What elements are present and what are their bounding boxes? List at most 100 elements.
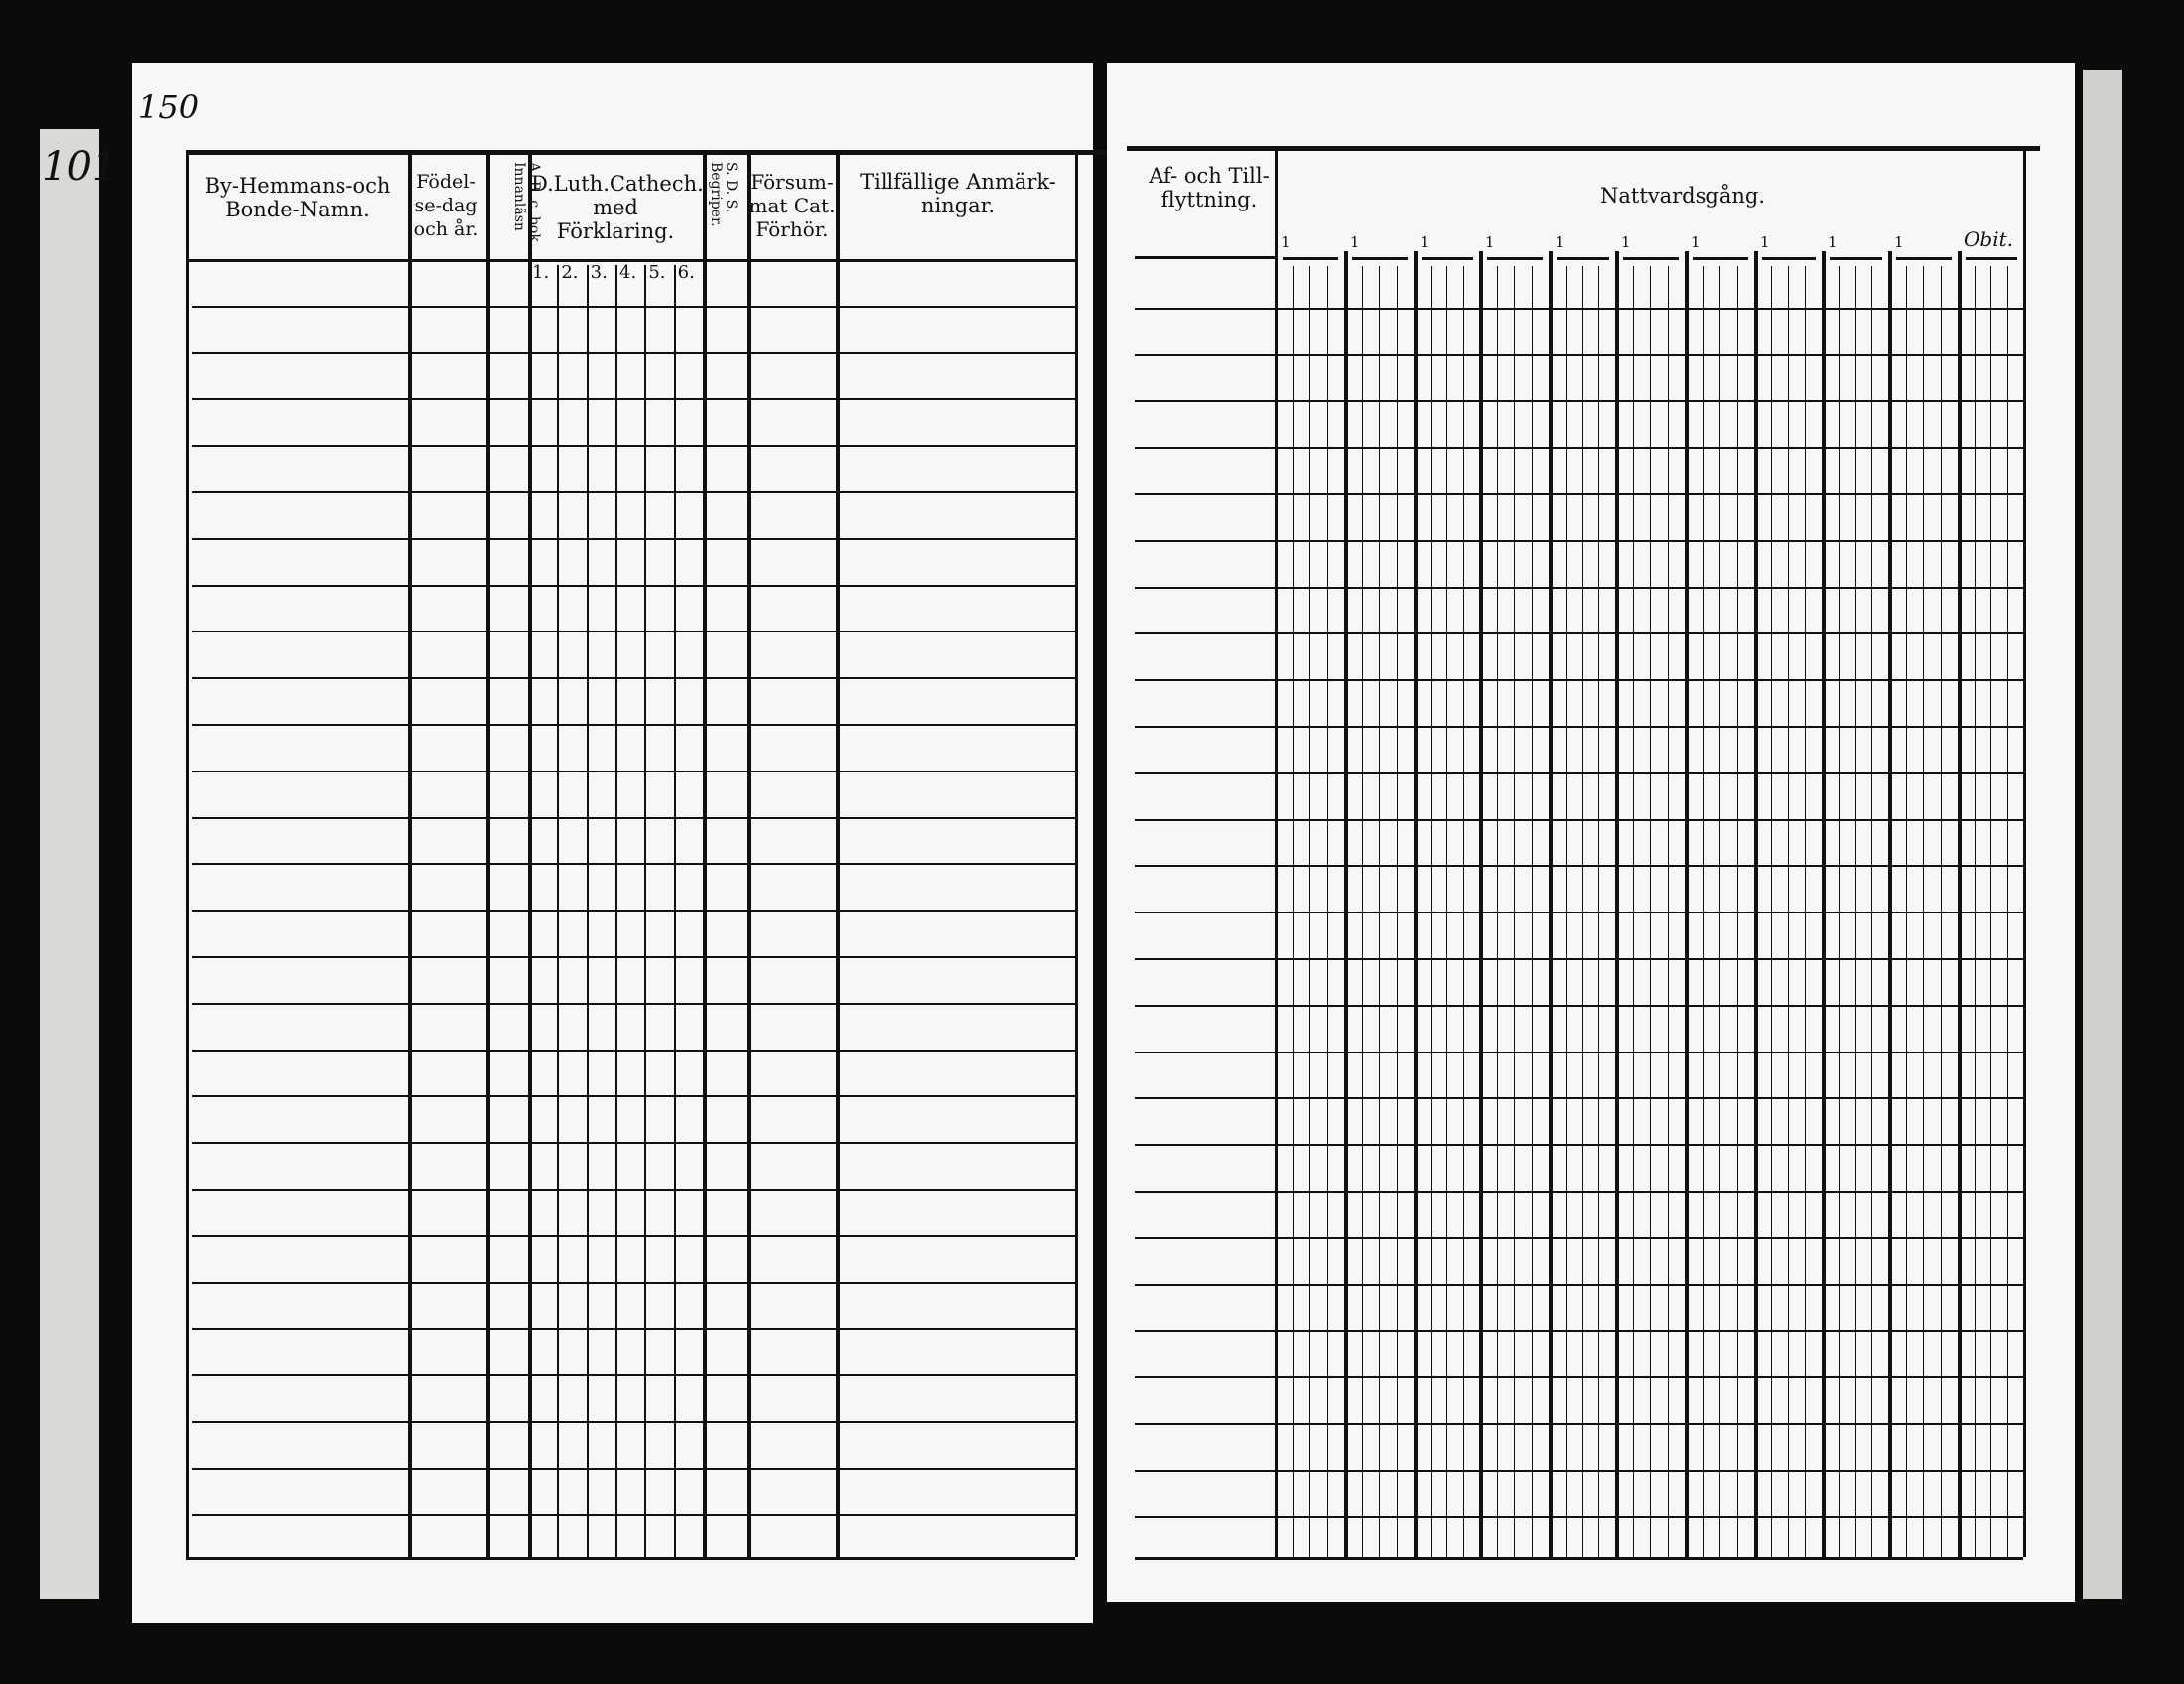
row-rule — [1135, 1144, 2023, 1146]
row-rule — [192, 352, 1075, 354]
catechism-column-number: 5. — [648, 262, 666, 283]
row-rule — [1135, 726, 2023, 728]
row-rule — [192, 817, 1075, 819]
row-rule — [1135, 679, 2023, 681]
group-rule — [1414, 251, 1418, 1557]
row-rule — [1135, 1284, 2023, 1286]
communion-column-number: 1 — [1621, 233, 1631, 251]
column-rule — [486, 150, 490, 1557]
header-sds: S. D. S. Begriper. — [708, 162, 739, 227]
table-bottom-rule — [1135, 1557, 2023, 1560]
group-header-rule — [1283, 257, 1338, 260]
row-rule — [192, 724, 1075, 726]
row-rule — [192, 538, 1075, 540]
communion-column-number: 1 — [1760, 233, 1770, 251]
header-bottom-rule — [186, 259, 1075, 262]
margin-number: 101 — [42, 144, 118, 190]
row-rule — [1135, 1330, 2023, 1332]
table-top-rule — [186, 150, 1129, 155]
row-rule — [1135, 1470, 2023, 1472]
header-moving: Af- och Till-flyttning. — [1149, 164, 1270, 211]
row-rule — [1135, 865, 2023, 867]
group-rule — [1479, 251, 1483, 1557]
right-page-edge — [2083, 70, 2122, 1599]
row-rule — [1135, 587, 2023, 589]
row-rule — [192, 306, 1075, 308]
catechism-column-number: 2. — [561, 262, 579, 283]
row-rule — [192, 1142, 1075, 1144]
row-rule — [192, 1050, 1075, 1052]
row-rule — [1135, 1052, 2023, 1053]
group-rule — [1888, 251, 1892, 1557]
row-rule — [192, 1095, 1075, 1097]
communion-column-number: 1 — [1828, 233, 1838, 251]
row-rule — [192, 1189, 1075, 1191]
column-rule — [747, 150, 751, 1557]
communion-column-number: 1 — [1350, 233, 1360, 251]
header-neglected: Försum-mat Cat. Förhör. — [749, 170, 836, 241]
group-rule — [1549, 251, 1553, 1557]
row-rule — [1135, 819, 2023, 821]
row-rule — [192, 491, 1075, 493]
row-rule — [192, 398, 1075, 400]
catechism-subcolumn-rule — [587, 265, 589, 1557]
communion-column-number: 1 — [1485, 233, 1495, 251]
header-communion: Nattvardsgång. — [1599, 184, 1766, 208]
row-rule — [192, 910, 1075, 912]
group-header-rule — [1896, 257, 1952, 260]
header-bottom-rule — [1135, 256, 1275, 259]
group-rule — [1344, 251, 1348, 1557]
catechism-column-number: 1. — [532, 262, 550, 283]
page-number: 150 — [138, 88, 200, 126]
column-rule — [528, 150, 532, 1557]
catechism-column-number: 3. — [590, 262, 608, 283]
row-rule — [192, 1003, 1075, 1005]
row-rule — [192, 1328, 1075, 1330]
group-rule — [1615, 251, 1619, 1557]
group-header-rule — [1557, 257, 1609, 260]
row-rule — [1135, 540, 2023, 542]
row-rule — [192, 1235, 1075, 1237]
group-header-rule — [1352, 257, 1408, 260]
obit-label: Obit. — [1964, 227, 2013, 251]
row-rule — [1135, 772, 2023, 774]
row-rule — [192, 631, 1075, 632]
column-rule — [2023, 150, 2026, 1557]
column-rule — [703, 150, 707, 1557]
row-rule — [192, 677, 1075, 679]
row-rule — [1135, 1237, 2023, 1239]
group-rule — [1685, 251, 1689, 1557]
row-rule — [1135, 1516, 2023, 1518]
row-rule — [1135, 400, 2023, 402]
right-page: Af- och Till-flyttning. Nattvardsgång. 1… — [1107, 63, 2075, 1602]
adjacent-page-edge — [40, 129, 99, 1599]
table-bottom-rule — [186, 1557, 1075, 1560]
row-rule — [192, 445, 1075, 447]
catechism-subcolumn-rule — [557, 265, 559, 1557]
row-rule — [1135, 1423, 2023, 1425]
group-header-rule — [1623, 257, 1679, 260]
row-rule — [1135, 1191, 2023, 1193]
column-rule — [408, 150, 412, 1557]
group-rule — [1822, 251, 1826, 1557]
column-rule — [1275, 150, 1278, 1557]
header-remarks: Tillfällige Anmärk-ningar. — [860, 170, 1056, 217]
row-rule — [1135, 354, 2023, 356]
communion-column-number: 1 — [1281, 233, 1291, 251]
row-rule — [192, 1514, 1075, 1516]
communion-column-number: 1 — [1555, 233, 1565, 251]
row-rule — [1135, 493, 2023, 495]
communion-column-number: 1 — [1691, 233, 1701, 251]
table-top-rule — [1127, 146, 2040, 151]
row-rule — [192, 585, 1075, 587]
row-rule — [192, 1374, 1075, 1376]
left-page: 150 By-Hemmans-och Bonde-Namn. Födel-se-… — [132, 63, 1129, 1623]
group-header-rule — [1966, 257, 2017, 260]
row-rule — [192, 1468, 1075, 1470]
row-rule — [1135, 447, 2023, 449]
column-rule — [836, 150, 840, 1557]
catechism-subcolumn-rule — [644, 265, 646, 1557]
row-rule — [192, 1421, 1075, 1423]
row-rule — [1135, 1005, 2023, 1007]
row-rule — [1135, 958, 2023, 960]
